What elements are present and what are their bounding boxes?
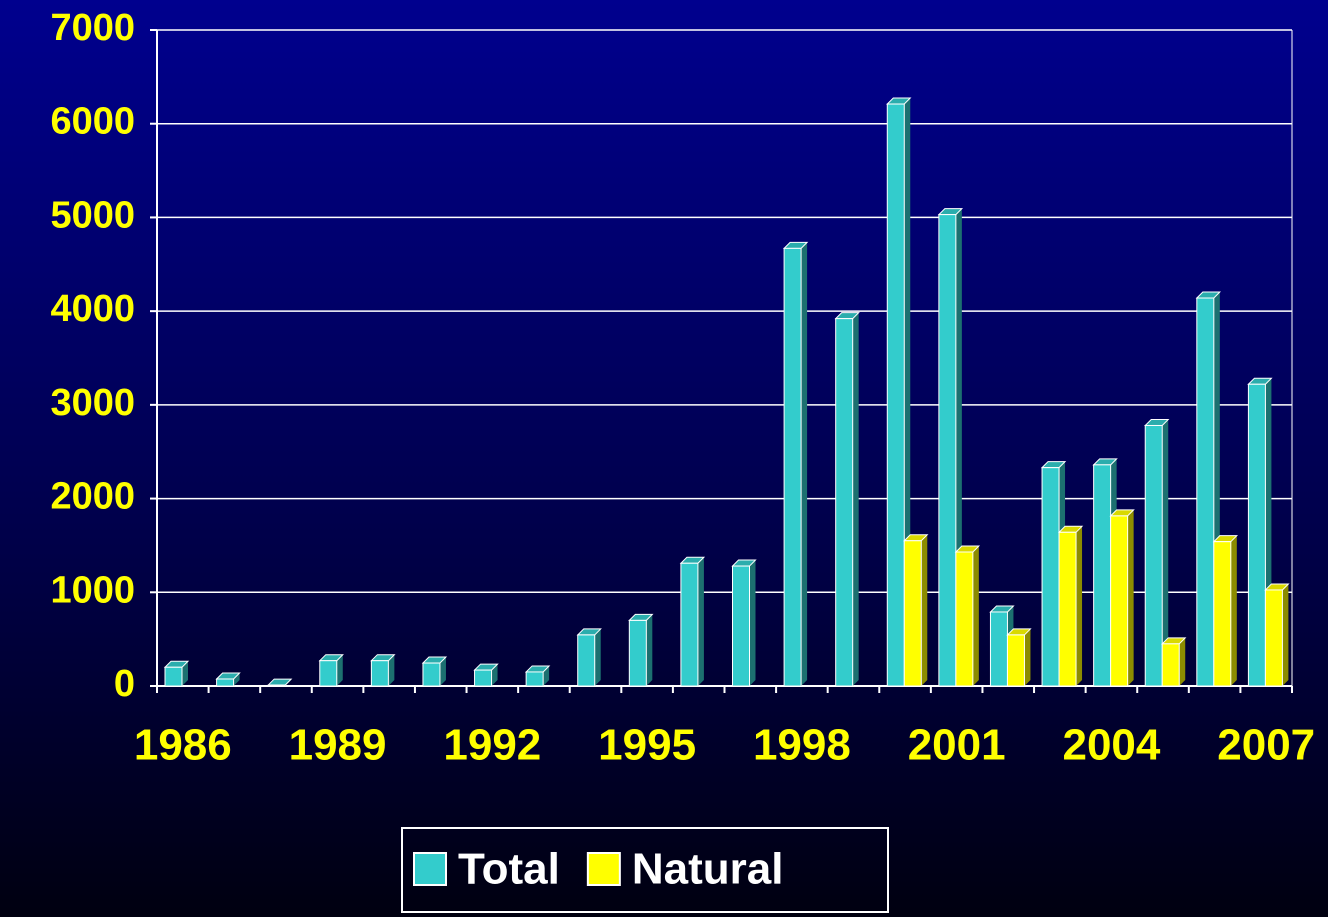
bar-top — [266, 678, 293, 686]
bar — [783, 247, 802, 687]
bar-side — [801, 242, 808, 686]
bar-side — [1230, 535, 1237, 686]
legend-box — [401, 827, 889, 913]
bar-side — [439, 657, 446, 686]
x-tick-label: 1992 — [443, 721, 541, 770]
legend-swatch — [413, 852, 447, 886]
bar-side — [749, 560, 756, 686]
bar — [1196, 297, 1215, 687]
bar — [1213, 541, 1232, 687]
y-tick-label: 2000 — [50, 476, 135, 518]
bar-side — [388, 654, 395, 686]
y-tick-label: 7000 — [50, 7, 135, 49]
bar-side — [336, 654, 343, 686]
bar-side — [1162, 419, 1169, 686]
bar-side — [182, 661, 188, 686]
bar-side — [697, 557, 704, 686]
bar — [164, 666, 183, 687]
bar — [1006, 634, 1025, 687]
bar-side — [921, 534, 928, 686]
bar-side — [594, 628, 601, 686]
bar — [525, 671, 544, 687]
bar-side — [1024, 628, 1031, 686]
legend-label: Total — [458, 845, 560, 894]
x-tick-label: 1998 — [753, 721, 851, 770]
bar-side — [646, 614, 653, 686]
bar — [1264, 589, 1283, 687]
bar — [422, 662, 441, 687]
bar — [903, 540, 922, 687]
y-tick-label: 3000 — [50, 382, 135, 424]
x-tick-label: 2004 — [1062, 721, 1160, 770]
x-tick-label: 2001 — [908, 721, 1006, 770]
bar-side — [1076, 526, 1083, 686]
y-tick-label: 4000 — [50, 288, 135, 330]
y-tick-label: 1000 — [50, 569, 135, 611]
x-tick-label: 2007 — [1217, 721, 1315, 770]
bar-side — [972, 545, 979, 686]
bar-side — [233, 672, 240, 686]
bar-side — [1282, 583, 1289, 686]
legend-swatch — [586, 852, 621, 886]
bar — [628, 619, 647, 687]
bar-side — [491, 664, 498, 686]
bar — [886, 103, 905, 687]
bar — [1247, 383, 1266, 687]
bar-side — [1179, 637, 1186, 686]
bar — [1144, 424, 1163, 687]
bar — [938, 214, 957, 687]
y-tick-label: 6000 — [50, 101, 135, 143]
bar — [680, 562, 699, 687]
bar — [732, 565, 750, 687]
bar — [319, 660, 338, 687]
bar-side — [852, 312, 859, 686]
bar — [1093, 464, 1112, 687]
bar — [474, 669, 493, 687]
bar-side — [1127, 509, 1134, 686]
x-tick-label: 1986 — [134, 721, 232, 770]
bar — [1161, 643, 1180, 687]
x-tick-label: 1995 — [598, 721, 696, 770]
bar — [577, 634, 596, 687]
y-tick-label: 5000 — [50, 194, 135, 236]
bar — [955, 551, 974, 687]
bar — [370, 660, 389, 687]
bar — [1058, 531, 1077, 687]
bar — [1110, 515, 1129, 687]
bar — [989, 611, 1008, 687]
bar — [267, 684, 286, 687]
bar — [835, 318, 854, 687]
legend-label: Natural — [632, 845, 784, 894]
y-tick-label: 0 — [114, 663, 135, 705]
bar — [216, 678, 235, 687]
bar — [1041, 467, 1060, 687]
x-tick-label: 1989 — [289, 721, 387, 770]
